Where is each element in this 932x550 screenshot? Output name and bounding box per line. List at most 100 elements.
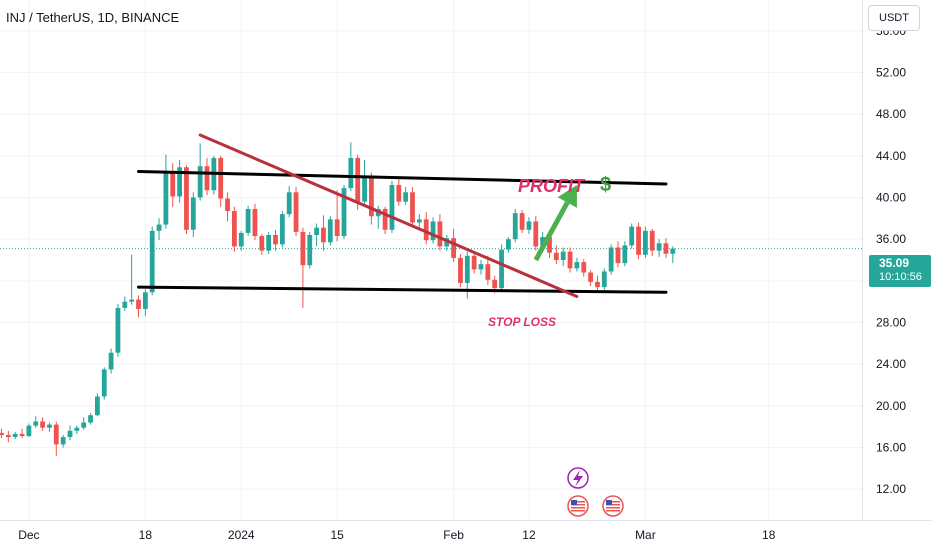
us-flag-event-icon <box>602 495 624 517</box>
candle-body <box>341 188 347 237</box>
candle-body <box>314 227 319 235</box>
candle-body <box>601 271 607 288</box>
lightning-event-icon <box>567 467 589 489</box>
candle-body <box>430 221 436 241</box>
candle-body <box>252 208 258 237</box>
candle-body <box>389 185 395 230</box>
flag-stripe <box>606 504 620 506</box>
time-tick-label: 2024 <box>228 528 255 542</box>
candles-series <box>0 142 676 456</box>
currency-button[interactable]: USDT <box>868 5 920 31</box>
candle-body <box>197 166 203 198</box>
candle-body <box>300 231 306 266</box>
lightning-glyph <box>573 470 583 487</box>
candle-body <box>451 238 456 258</box>
price-tick-label: 16.00 <box>876 441 906 455</box>
candle-body <box>5 435 11 438</box>
candle-body <box>266 235 272 251</box>
candle-body <box>184 167 189 230</box>
time-tick-label: 12 <box>522 528 536 542</box>
candle-body <box>629 226 635 246</box>
flag-stripe <box>571 507 585 509</box>
candle-body <box>12 433 18 438</box>
candle-body <box>293 192 299 232</box>
candle-body <box>129 299 135 302</box>
price-tick-label: 36.00 <box>876 232 906 246</box>
candle-body <box>396 185 402 202</box>
candle-body <box>492 279 498 289</box>
candle-body <box>286 192 292 215</box>
price-tick-label: 12.00 <box>876 482 906 496</box>
candle-body <box>567 251 573 269</box>
candle-body <box>279 214 285 245</box>
dollar-label: $ <box>600 174 611 196</box>
price-tick-label: 44.00 <box>876 149 906 163</box>
candle-body <box>506 239 511 250</box>
time-tick-label: 15 <box>330 528 344 542</box>
candle-body <box>108 352 114 370</box>
flag-canton <box>606 500 612 505</box>
candle-body <box>663 243 669 254</box>
candle-body <box>499 249 504 289</box>
time-tick-label: 18 <box>762 528 776 542</box>
candle-body <box>156 224 162 231</box>
candle-body <box>33 421 39 426</box>
candle-body <box>636 226 641 255</box>
profit-label: PROFIT <box>518 176 586 196</box>
candle-body <box>670 248 676 254</box>
event-markers[interactable] <box>567 467 624 517</box>
candle-body <box>512 213 518 240</box>
candle-body <box>382 208 388 230</box>
price-tick-label: 40.00 <box>876 191 906 205</box>
symbol-title[interactable]: INJ / TetherUS, 1D, BINANCE <box>6 10 180 25</box>
candle-body <box>136 299 141 309</box>
bar-countdown: 10:10:56 <box>879 271 922 283</box>
candle-body <box>19 433 25 437</box>
candle-body <box>190 197 196 230</box>
flag-stripe <box>606 507 620 509</box>
time-axis[interactable]: Dec 18 2024 15 Feb 12 Mar 18 <box>18 528 775 542</box>
candle-body <box>519 213 525 230</box>
candle-body <box>471 255 477 270</box>
candle-body <box>656 243 662 251</box>
candle-body <box>245 208 251 233</box>
candle-body <box>122 301 128 308</box>
candle-body <box>588 272 593 282</box>
event-circle <box>567 495 589 517</box>
candle-body <box>416 219 422 223</box>
flag-canton <box>571 500 577 505</box>
candle-body <box>177 167 182 197</box>
candle-body <box>74 427 80 431</box>
candle-body <box>95 396 100 416</box>
event-circle <box>602 495 624 517</box>
channel-bottom-line <box>137 285 668 294</box>
candle-body <box>273 235 278 245</box>
candle-body <box>615 247 621 264</box>
flag-stripe <box>571 501 585 503</box>
candle-body <box>608 247 614 272</box>
candle-body <box>259 236 265 251</box>
flag-stripe <box>571 510 585 512</box>
target-arrow-head <box>557 185 577 208</box>
candle-body <box>149 230 155 293</box>
last-price-value: 35.09 <box>879 256 910 270</box>
candle-body <box>348 157 354 189</box>
flag-stripe <box>571 504 585 506</box>
candle-body <box>81 422 87 428</box>
price-grid <box>0 0 862 520</box>
last-price-badge: 35.09 10:10:56 <box>869 255 931 287</box>
candle-body <box>649 230 655 251</box>
candle-body <box>327 219 333 243</box>
candle-body <box>423 219 429 241</box>
candle-body <box>403 192 409 202</box>
price-tick-label: 28.00 <box>876 316 906 330</box>
candle-body <box>142 292 148 309</box>
candle-body <box>0 432 4 435</box>
candle-body <box>547 237 552 253</box>
price-tick-label: 52.00 <box>876 66 906 80</box>
candle-body <box>362 175 367 202</box>
drawing-overlays: PROFIT $ STOP LOSS <box>137 133 668 329</box>
candle-body <box>321 227 326 243</box>
candle-body <box>53 424 59 445</box>
